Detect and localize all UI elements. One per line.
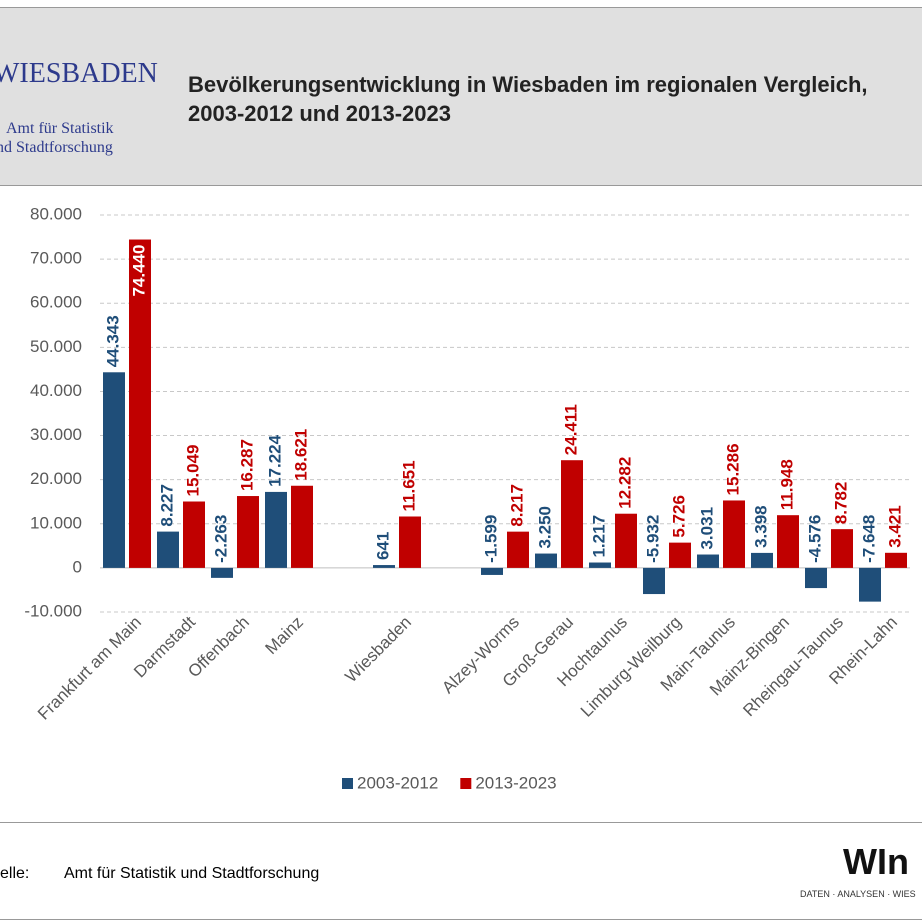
legend-label: 2003-2012 xyxy=(357,773,438,792)
header: WIESBADEN Amt für Statistik nd Stadtfors… xyxy=(0,7,922,186)
x-tick-label: Rheingau-Taunus xyxy=(739,613,847,721)
bar xyxy=(697,554,719,568)
source: Amt für Statistik und Stadtforschung xyxy=(64,865,320,882)
logo-line: Amt für Statistik xyxy=(6,120,114,137)
bar xyxy=(157,531,179,568)
bar xyxy=(805,567,827,589)
y-tick-label: 20.000 xyxy=(30,469,82,488)
bar xyxy=(859,567,881,602)
bar xyxy=(265,491,287,568)
y-tick-label: -10.000 xyxy=(24,601,82,620)
y-tick-label: 40.000 xyxy=(30,381,82,400)
data-label: -5.932 xyxy=(643,515,662,563)
data-label: -2.263 xyxy=(211,515,230,563)
y-tick-label: 0 xyxy=(73,557,82,576)
bar xyxy=(885,552,907,568)
data-label: 74.440 xyxy=(129,245,148,297)
bar xyxy=(723,500,745,568)
legend-swatch xyxy=(342,778,353,789)
data-label: -1.599 xyxy=(481,515,500,563)
y-tick-label: 70.000 xyxy=(30,249,82,268)
bar xyxy=(777,515,799,568)
bar xyxy=(211,567,233,578)
footer-tagline: DATEN · ANALYSEN · WIES xyxy=(800,889,916,899)
footer-logo: WIn xyxy=(843,841,909,882)
y-tick-label: 50.000 xyxy=(30,337,82,356)
bar xyxy=(399,516,421,568)
footer: elle: Amt für Statistik und Stadtforschu… xyxy=(0,822,922,920)
bar xyxy=(561,460,583,568)
logo-name: WIESBADEN xyxy=(0,58,158,89)
data-label: -4.576 xyxy=(805,515,824,563)
data-label: 24.411 xyxy=(561,404,580,455)
x-tick-label: Wiesbaden xyxy=(341,613,415,687)
x-tick-label: Mainz xyxy=(261,613,307,659)
bar xyxy=(643,567,665,595)
legend-label: 2013-2023 xyxy=(475,773,556,792)
bar xyxy=(507,531,529,568)
bar xyxy=(831,529,853,568)
data-label: 8.227 xyxy=(157,484,176,527)
data-label: 17.224 xyxy=(265,434,284,487)
bar xyxy=(291,485,313,568)
bar xyxy=(669,542,691,568)
bar xyxy=(615,513,637,568)
data-label: 3.398 xyxy=(751,505,770,548)
x-tick-label: Limburg-Weilburg xyxy=(577,613,685,721)
x-tick-label: Frankfurt am Main xyxy=(34,613,145,724)
data-label: 8.782 xyxy=(831,482,850,525)
data-label: 11.948 xyxy=(777,459,796,510)
data-label: 15.049 xyxy=(183,445,202,497)
logo-line: nd Stadtforschung xyxy=(0,139,113,156)
data-label: 16.287 xyxy=(237,439,256,491)
y-tick-label: 60.000 xyxy=(30,293,82,312)
data-label: 5.726 xyxy=(669,495,688,538)
chart-title: Bevölkerungsentwicklung in Wiesbaden im … xyxy=(188,72,868,126)
legend-swatch xyxy=(460,778,472,789)
data-label: 44.343 xyxy=(103,315,122,367)
source-label: elle: xyxy=(0,865,30,882)
bar xyxy=(535,553,557,568)
bar xyxy=(373,565,395,568)
y-tick-label: 80.000 xyxy=(30,204,82,223)
data-label: 18.621 xyxy=(291,429,310,481)
data-label: 3.031 xyxy=(697,507,716,550)
y-tick-label: 30.000 xyxy=(30,425,82,444)
bar xyxy=(481,567,503,575)
data-label: -7.648 xyxy=(859,515,878,563)
data-label: 3.250 xyxy=(535,506,554,549)
data-label: 15.286 xyxy=(723,443,742,495)
data-label: 12.282 xyxy=(615,457,634,509)
data-label: 641 xyxy=(373,532,392,560)
bar xyxy=(751,552,773,568)
data-label: 3.421 xyxy=(885,505,904,548)
bar xyxy=(103,372,125,568)
data-label: 11.651 xyxy=(399,460,418,511)
data-label: 8.217 xyxy=(507,484,526,527)
bar xyxy=(129,239,151,568)
y-tick-label: 10.000 xyxy=(30,513,82,532)
bar xyxy=(183,501,205,568)
bar xyxy=(237,496,259,568)
bar xyxy=(589,562,611,568)
data-label: 1.217 xyxy=(589,515,608,558)
